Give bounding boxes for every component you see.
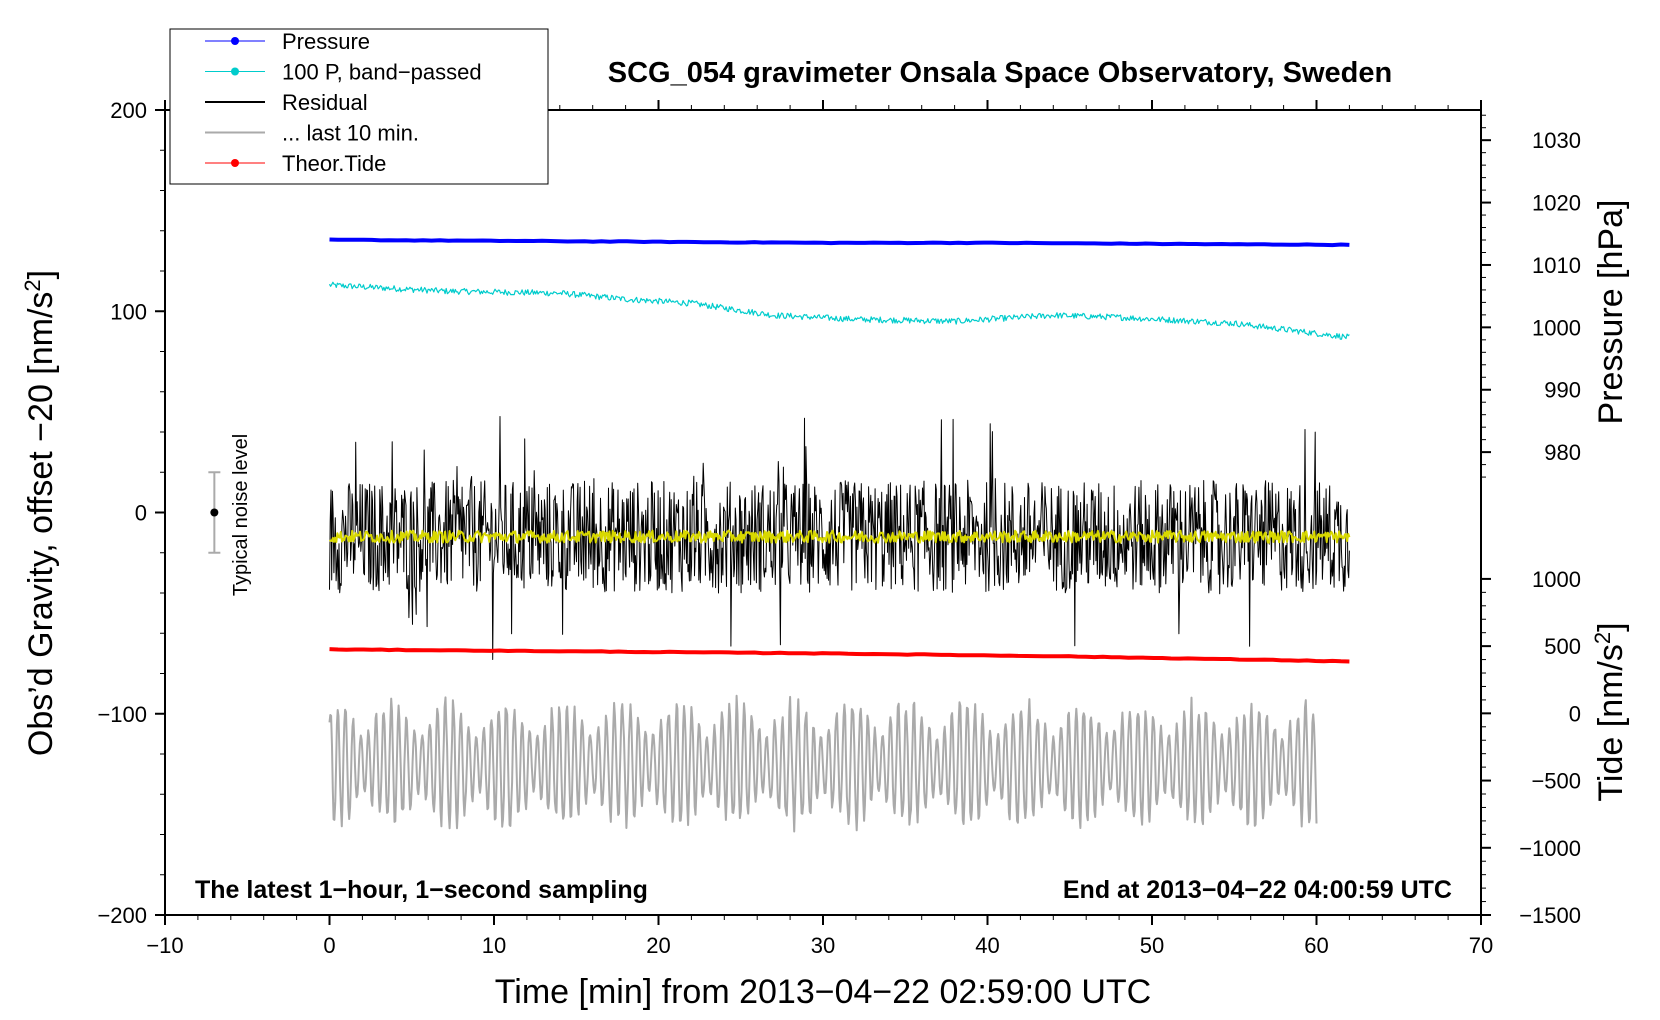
y-tick-label: −100 [97, 702, 147, 727]
y-tick-label: 0 [135, 501, 147, 526]
pressure-axis: 980 990 1000 1010 1020 1030 [1481, 114, 1581, 478]
pressure-tick-label: 980 [1544, 440, 1581, 465]
pressure-tick-label: 1000 [1532, 315, 1581, 340]
x-tick-label: 70 [1469, 933, 1493, 958]
note-end-time: End at 2013−04−22 04:00:59 UTC [1063, 876, 1452, 904]
noise-level-label: Typical noise level [230, 434, 252, 596]
tide-axis-title: Tide [nm/s2] [1590, 622, 1630, 801]
chart-title: SCG_054 gravimeter Onsala Space Observat… [608, 57, 1392, 89]
series-100-p-band-passed [328, 281, 1350, 340]
legend-label: Theor.Tide [282, 151, 386, 176]
x-axis: −10 0 10 20 30 40 50 60 70 [146, 100, 1493, 958]
tide-tick-label: 0 [1569, 701, 1581, 726]
x-tick-label: −10 [146, 933, 183, 958]
x-tick-label: 0 [323, 933, 335, 958]
legend-label: 100 P, band−passed [282, 60, 482, 85]
legend-marker [231, 67, 239, 76]
series-residual-smoothed [328, 529, 1351, 544]
y-tick-label: 100 [110, 299, 147, 324]
tide-axis: 1000 500 0 −500 −1000 −1500 [1481, 567, 1581, 928]
tide-tick-label: −1000 [1519, 836, 1581, 861]
x-tick-label: 30 [811, 933, 835, 958]
legend: Pressure 100 P, band−passed Residual ... la… [205, 29, 482, 176]
legend-marker [231, 159, 239, 167]
legend-label: Residual [282, 90, 368, 115]
x-axis-title: Time [min] from 2013−04−22 02:59:00 UTC [495, 973, 1151, 1011]
tide-tick-label: 1000 [1532, 567, 1581, 592]
x-tick-label: 10 [482, 933, 506, 958]
pressure-tick-label: 990 [1544, 378, 1581, 403]
pressure-tick-label: 1020 [1532, 191, 1581, 216]
series-theor-tide [329, 647, 1350, 664]
legend-label: Pressure [282, 29, 370, 54]
x-tick-label: 60 [1304, 933, 1328, 958]
series-layer [328, 237, 1351, 833]
pressure-axis-title: Pressure [hPa] [1592, 200, 1630, 425]
note-sampling: The latest 1−hour, 1−second sampling [195, 876, 648, 904]
legend-label: ... last 10 min. [282, 121, 419, 146]
y-tick-label: −200 [97, 903, 147, 928]
tide-tick-label: −500 [1531, 769, 1581, 794]
noise-level-indicator [208, 471, 221, 554]
noise-bar-center [210, 508, 219, 517]
series-last-10-min [328, 694, 1318, 833]
legend-box [169, 28, 549, 185]
y-axis-left-title: Obs’d Gravity, offset −20 [nm/s2] [20, 270, 60, 756]
tide-tick-label: 500 [1544, 634, 1581, 659]
legend-marker [231, 37, 239, 45]
y-tick-label: 200 [110, 98, 147, 123]
pressure-tick-label: 1030 [1532, 128, 1581, 153]
x-tick-label: 40 [975, 933, 999, 958]
pressure-tick-label: 1010 [1532, 253, 1581, 278]
x-tick-label: 20 [646, 933, 670, 958]
x-tick-label: 50 [1140, 933, 1164, 958]
y-axis-left: 200 100 0 −100 −200 [97, 98, 165, 928]
tide-tick-label: −1500 [1519, 903, 1581, 928]
series-pressure [329, 237, 1350, 248]
